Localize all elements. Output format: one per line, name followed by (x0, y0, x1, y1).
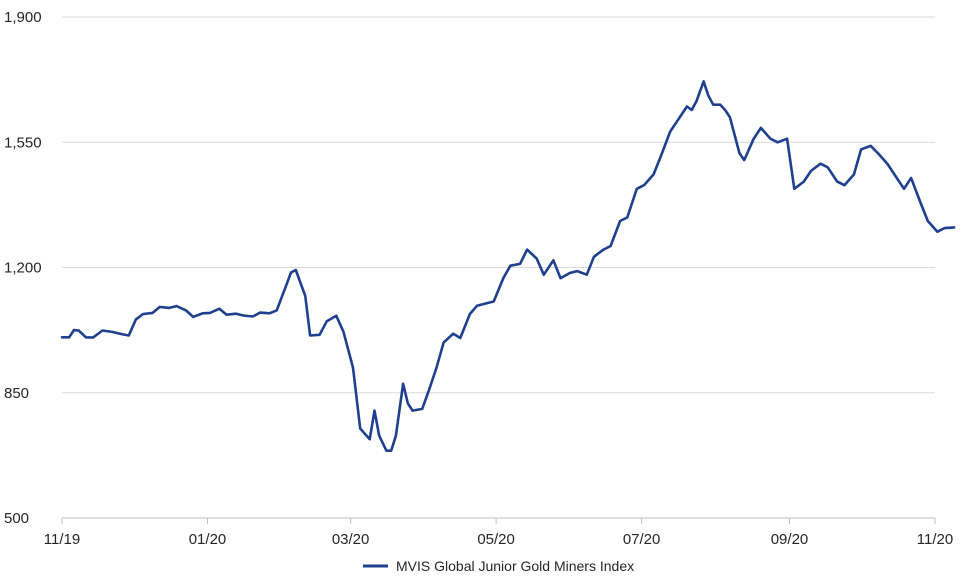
legend-label: MVIS Global Junior Gold Miners Index (396, 558, 634, 574)
x-tick-label: 11/20 (917, 531, 953, 548)
series-layer (60, 80, 956, 453)
y-tick-label: 1,200 (4, 260, 42, 277)
x-tick-label: 03/20 (332, 531, 370, 548)
x-tick-label: 09/20 (771, 531, 809, 548)
y-tick-label: 850 (4, 385, 29, 402)
y-tick-label: 1,550 (4, 134, 42, 151)
x-tick-label: 07/20 (623, 531, 661, 548)
x-tick-label: 01/20 (189, 531, 227, 548)
y-tick-label: 1,900 (4, 9, 42, 26)
series-line (60, 80, 956, 453)
axes: 1,900 1,550 1,200 850 500 11/19 01/20 03/20 05/2… (4, 9, 953, 548)
gridlines (62, 16, 935, 394)
x-tick-label: 11/19 (44, 531, 80, 548)
x-tick-label: 05/20 (477, 531, 515, 548)
legend: MVIS Global Junior Gold Miners Index (363, 558, 634, 574)
y-tick-label: 500 (4, 510, 29, 527)
